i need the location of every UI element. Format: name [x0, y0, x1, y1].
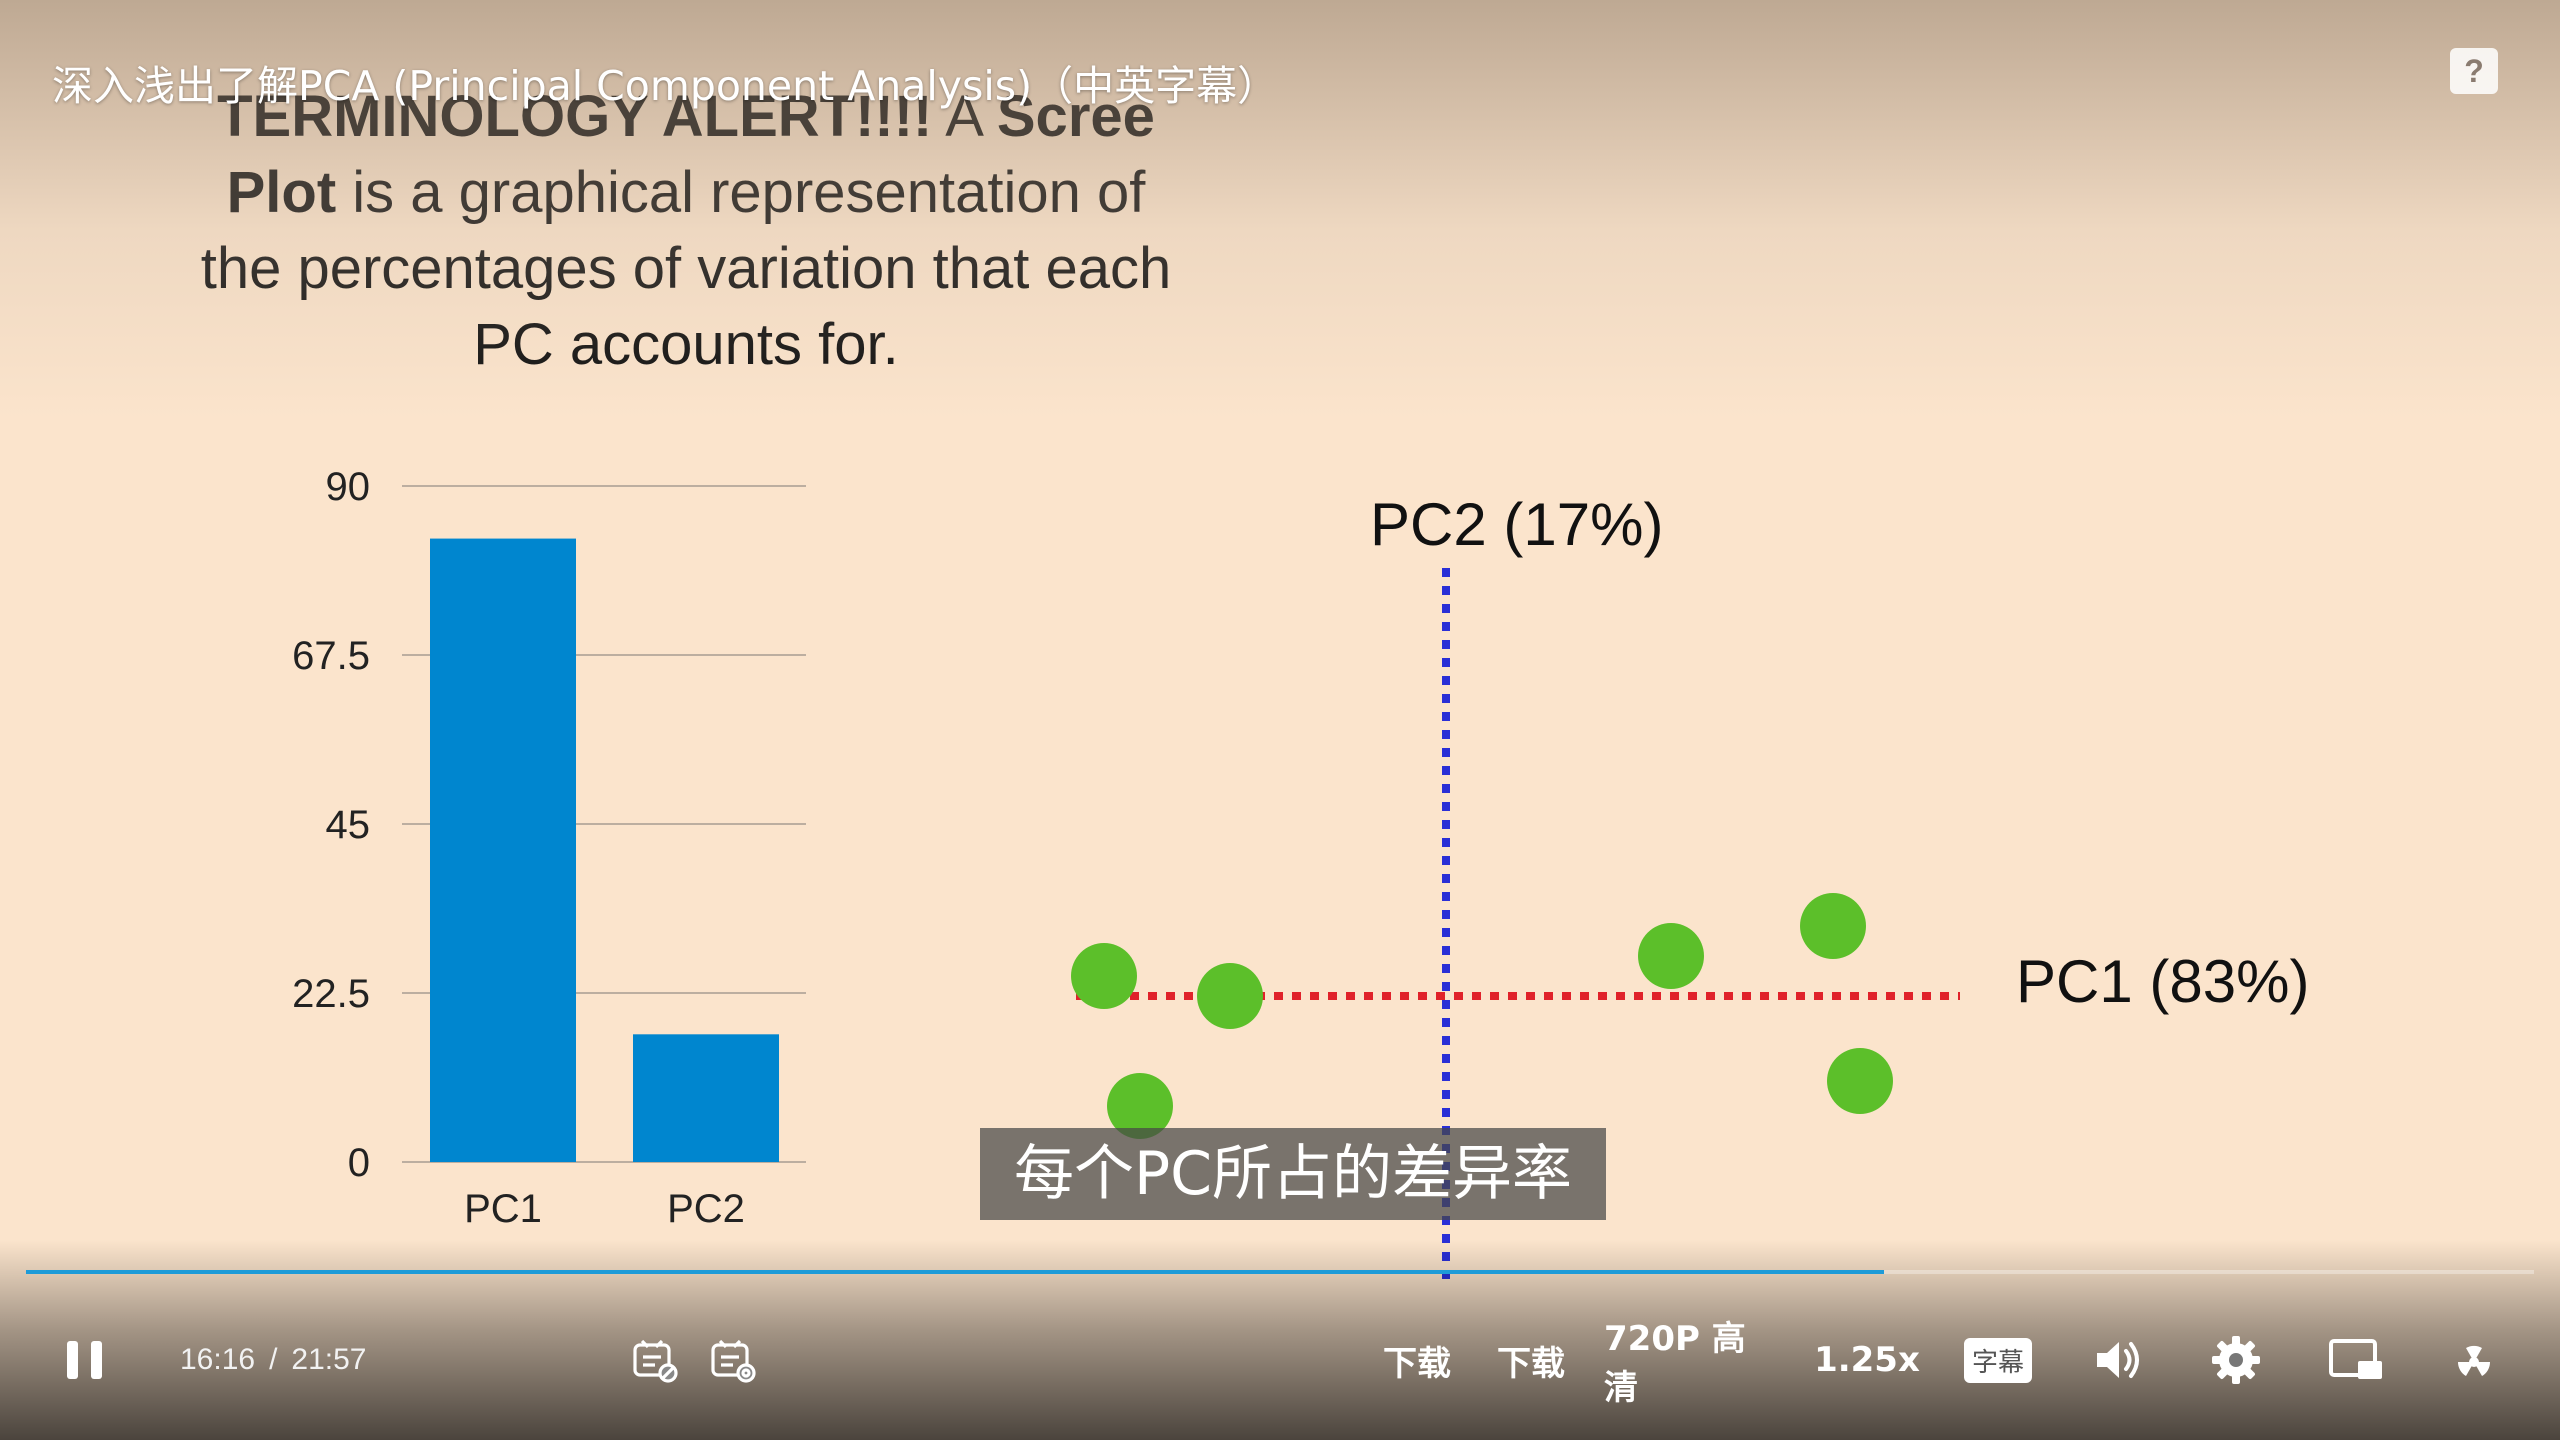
y-tick-label: 22.5	[292, 972, 370, 1016]
data-point	[1071, 943, 1137, 1009]
time-separator: /	[269, 1343, 278, 1376]
y-tick-label: 45	[326, 803, 371, 847]
settings-button[interactable]	[2198, 1290, 2274, 1430]
volume-button[interactable]	[2080, 1290, 2156, 1430]
control-bar: 16:16 / 21:57 下载 下载 720P 高清	[0, 1290, 2560, 1430]
subtitles-button[interactable]: 字幕	[1960, 1290, 2036, 1430]
x-tick-label: PC1	[464, 1187, 542, 1231]
download-button-1[interactable]: 下载	[1383, 1343, 1451, 1384]
y-tick-label: 67.5	[292, 634, 370, 678]
download-button-2[interactable]: 下载	[1497, 1343, 1565, 1384]
pause-icon	[67, 1341, 102, 1379]
danmaku-settings-button[interactable]	[700, 1290, 766, 1430]
help-button[interactable]: ?	[2450, 48, 2498, 94]
y-tick-label: 0	[348, 1141, 370, 1185]
danmaku-off-icon	[633, 1339, 678, 1383]
bar-pc2	[633, 1034, 779, 1162]
scree-bar-chart: 0 22.5 45 67.5 90 PC1 PC2	[292, 465, 806, 1231]
pip-button[interactable]	[2318, 1290, 2394, 1430]
pip-icon	[2329, 1339, 2382, 1379]
time-current: 16:16	[180, 1343, 256, 1376]
settings-icon	[2212, 1336, 2260, 1384]
subtitle-caption: 每个PC所占的差异率	[980, 1128, 1606, 1220]
time-display: 16:16 / 21:57	[180, 1290, 367, 1430]
video-title: 深入浅出了解PCA (Principal Component Analysis)…	[52, 62, 1279, 110]
heading-line-2: Plot is a graphical representation of	[227, 160, 1147, 225]
progress-bar[interactable]	[26, 1270, 2534, 1274]
pc2-axis-label: PC2 (17%)	[1370, 491, 1663, 558]
data-point	[1800, 893, 1866, 959]
fullscreen-icon	[2457, 1345, 2491, 1376]
quality-button[interactable]: 720P 高清	[1604, 1319, 1746, 1408]
pause-button[interactable]	[50, 1290, 120, 1430]
progress-played	[26, 1270, 1885, 1274]
y-tick-label: 90	[326, 465, 371, 509]
subtitles-badge: 字幕	[1963, 1337, 2032, 1383]
data-point	[1827, 1048, 1893, 1114]
volume-icon	[2097, 1342, 2139, 1378]
data-point	[1197, 963, 1263, 1029]
heading-line-4: PC accounts for.	[473, 312, 899, 377]
data-point	[1107, 1073, 1173, 1139]
fullscreen-button[interactable]	[2436, 1290, 2512, 1430]
danmaku-toggle-button[interactable]	[622, 1290, 688, 1430]
danmaku-settings-icon	[711, 1339, 756, 1383]
heading-line-3: the percentages of variation that each	[201, 236, 1172, 301]
x-tick-label: PC2	[667, 1187, 745, 1231]
pc1-axis-label: PC1 (83%)	[2016, 948, 2309, 1015]
pca-scatter-plot: PC2 (17%) PC1 (83%)	[1071, 491, 2309, 1280]
speed-button[interactable]: 1.25x	[1814, 1340, 1920, 1380]
bar-pc1	[430, 538, 576, 1162]
data-point	[1638, 923, 1704, 989]
time-total: 21:57	[291, 1343, 367, 1376]
